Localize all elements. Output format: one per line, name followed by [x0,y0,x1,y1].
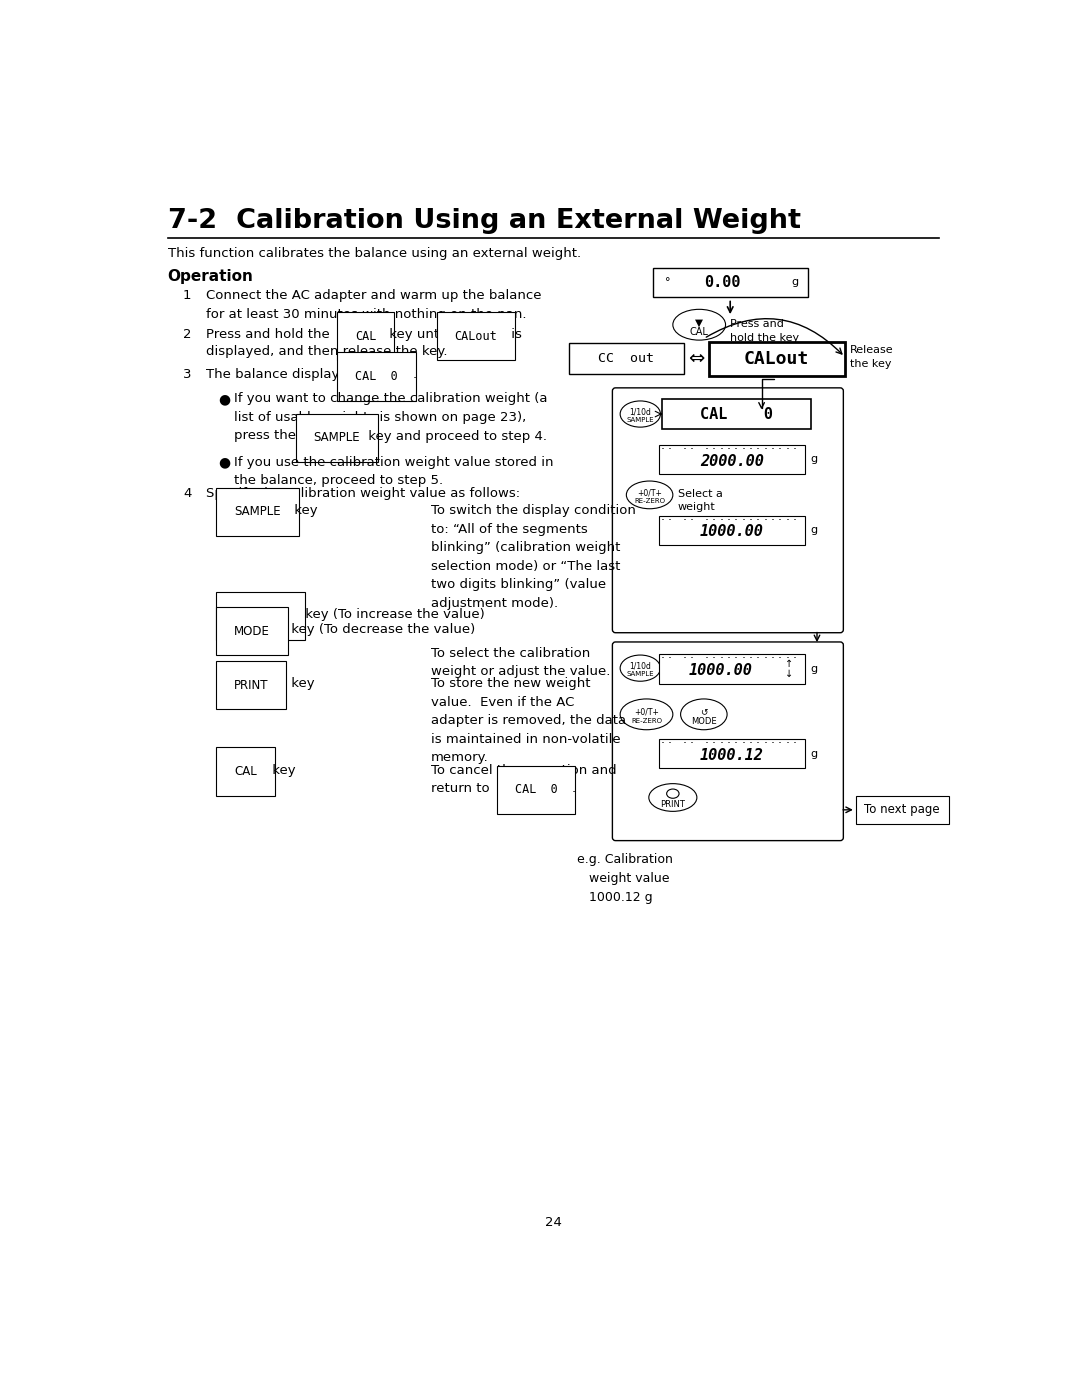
FancyBboxPatch shape [569,344,684,374]
Text: Press and hold the: Press and hold the [206,328,330,341]
Text: SAMPLE: SAMPLE [313,432,360,444]
Text: ●: ● [218,455,231,469]
Text: 1000.00: 1000.00 [689,664,753,678]
Text: PRINT: PRINT [660,800,686,809]
Text: Press and
hold the key: Press and hold the key [730,319,799,342]
Text: 1: 1 [183,289,191,302]
Text: CALout: CALout [744,349,809,367]
Ellipse shape [649,784,697,812]
Text: 1000.00: 1000.00 [700,524,764,539]
Text: 7-2  Calibration Using an External Weight: 7-2 Calibration Using an External Weight [167,208,800,233]
Text: PRINT: PRINT [234,679,269,692]
FancyBboxPatch shape [659,515,805,545]
Text: key (To decrease the value): key (To decrease the value) [287,623,475,637]
Text: key: key [287,678,314,690]
Text: To select the calibration
weight or adjust the value.: To select the calibration weight or adju… [431,647,610,678]
Text: .: . [572,782,577,795]
FancyBboxPatch shape [855,796,948,824]
Text: To switch the display condition
to: “All of the segments
blinking” (calibration : To switch the display condition to: “All… [431,504,636,609]
Text: key (To increase the value): key (To increase the value) [301,608,485,622]
Text: g: g [811,664,818,673]
Text: °: ° [665,278,671,288]
Text: CAL  0: CAL 0 [355,370,397,383]
FancyBboxPatch shape [662,398,811,429]
Text: 24: 24 [545,1215,562,1229]
Text: CAL: CAL [355,330,377,342]
Text: This function calibrates the balance using an external weight.: This function calibrates the balance usi… [167,247,581,260]
Text: Operation: Operation [167,270,254,284]
Ellipse shape [666,789,679,798]
FancyBboxPatch shape [708,342,845,376]
Text: e.g. Calibration
   weight value
   1000.12 g: e.g. Calibration weight value 1000.12 g [577,854,673,904]
Text: Select a
weight: Select a weight [677,489,723,511]
Text: Release
the key: Release the key [850,345,893,369]
FancyBboxPatch shape [652,268,808,298]
Text: 2000.00: 2000.00 [700,454,764,468]
Text: 0.00: 0.00 [704,275,741,289]
Text: ↓: ↓ [785,669,793,679]
Text: key and proceed to step 4.: key and proceed to step 4. [364,430,548,443]
Text: CAL: CAL [234,764,257,778]
Ellipse shape [620,655,661,682]
Text: MODE: MODE [691,717,717,726]
Text: ▼: ▼ [696,317,703,327]
Text: +0/T+: +0/T+ [637,489,662,497]
Text: To cancel the operation and
return to: To cancel the operation and return to [431,764,617,795]
Ellipse shape [620,401,661,427]
Text: If you want to change the calibration weight (a
list of usable weights is shown : If you want to change the calibration we… [234,393,548,443]
Text: 4: 4 [183,488,191,500]
Text: 2: 2 [183,328,191,341]
Text: MODE: MODE [234,624,270,637]
Text: ↑: ↑ [785,659,793,669]
Text: key until: key until [384,328,446,341]
Text: CAL: CAL [690,327,708,337]
Text: CC  out: CC out [598,352,654,365]
Text: RE-ZERO: RE-ZERO [631,718,662,724]
Text: SAMPLE: SAMPLE [234,506,281,518]
FancyBboxPatch shape [659,654,805,683]
Text: Specify the calibration weight value as follows:: Specify the calibration weight value as … [206,488,521,500]
Text: key: key [291,504,318,517]
Ellipse shape [626,481,673,509]
Text: 3: 3 [183,367,191,381]
Text: ●: ● [218,393,231,407]
Text: 1/10d: 1/10d [630,408,651,416]
Text: CALout: CALout [455,330,497,342]
Text: g: g [811,525,818,535]
Text: To store the new weight
value.  Even if the AC
adapter is removed, the data
is m: To store the new weight value. Even if t… [431,678,626,764]
Text: To next page: To next page [864,803,940,816]
Ellipse shape [620,698,673,729]
Text: 1000.12: 1000.12 [700,747,764,763]
Text: SAMPLE: SAMPLE [626,416,654,423]
Text: 1/10d: 1/10d [630,662,651,671]
FancyBboxPatch shape [612,388,843,633]
Text: key: key [268,764,296,777]
Text: SAMPLE: SAMPLE [626,671,654,678]
Ellipse shape [673,309,726,339]
Ellipse shape [680,698,727,729]
Text: CAL    0: CAL 0 [700,407,773,422]
Text: .: . [413,367,417,381]
Text: g: g [811,749,818,759]
Text: g: g [792,278,798,288]
Text: +0/T+: +0/T+ [634,707,659,717]
Text: ⇔: ⇔ [688,349,704,367]
Text: RE-ZERO: RE-ZERO [634,499,665,504]
Text: ↺: ↺ [700,707,707,717]
FancyBboxPatch shape [659,444,805,474]
Text: is: is [507,328,522,341]
Text: Connect the AC adapter and warm up the balance
for at least 30 minutes with noth: Connect the AC adapter and warm up the b… [206,289,542,321]
Text: CAL  0: CAL 0 [515,784,557,796]
FancyBboxPatch shape [612,643,843,841]
Text: If you use the calibration weight value stored in
the balance, proceed to step 5: If you use the calibration weight value … [234,455,554,488]
FancyBboxPatch shape [659,739,805,768]
Text: RE-ZERO: RE-ZERO [234,609,287,622]
Text: displayed, and then release the key.: displayed, and then release the key. [206,345,448,358]
Text: g: g [811,454,818,464]
Text: The balance displays: The balance displays [206,367,347,381]
